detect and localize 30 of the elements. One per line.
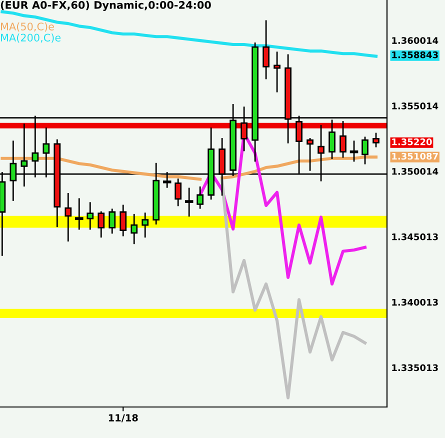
candlestick [306,138,314,171]
y-tick-label: 1.340013 [392,298,438,306]
candlestick [108,208,116,234]
candlestick [174,178,182,206]
candlestick [262,20,270,80]
text: MA(50,C)e [1,22,54,32]
candlestick [86,202,94,230]
text: 1.358843 [392,51,438,58]
candlestick [130,214,138,244]
candlestick [98,211,105,238]
y-tick-label: 1.360014 [392,37,438,44]
candlestick [372,132,380,148]
y-tick-label: 1.335013 [392,364,438,372]
y-tick-label: 1.345013 [392,233,438,240]
candlestick [362,136,368,164]
candlestick [64,192,72,242]
line-series [220,179,367,400]
text: 1.35220 [392,138,432,146]
series-label: MA(200,C)e [1,34,61,43]
y-tick-label: 1.355014 [392,102,438,110]
candlestick [120,204,127,236]
chart-title: (EUR A0-FX,60) Dynamic,0:00-24:00 [0,0,211,11]
candlestick [340,121,346,158]
candlestick [196,186,204,209]
text: 1.351087 [392,152,438,160]
candlestick [274,52,280,92]
candlestick [142,212,149,238]
y-tick-label: 1.350014 [392,168,438,175]
candlestick [75,198,84,230]
x-tick-label: 11/18 [108,414,138,422]
